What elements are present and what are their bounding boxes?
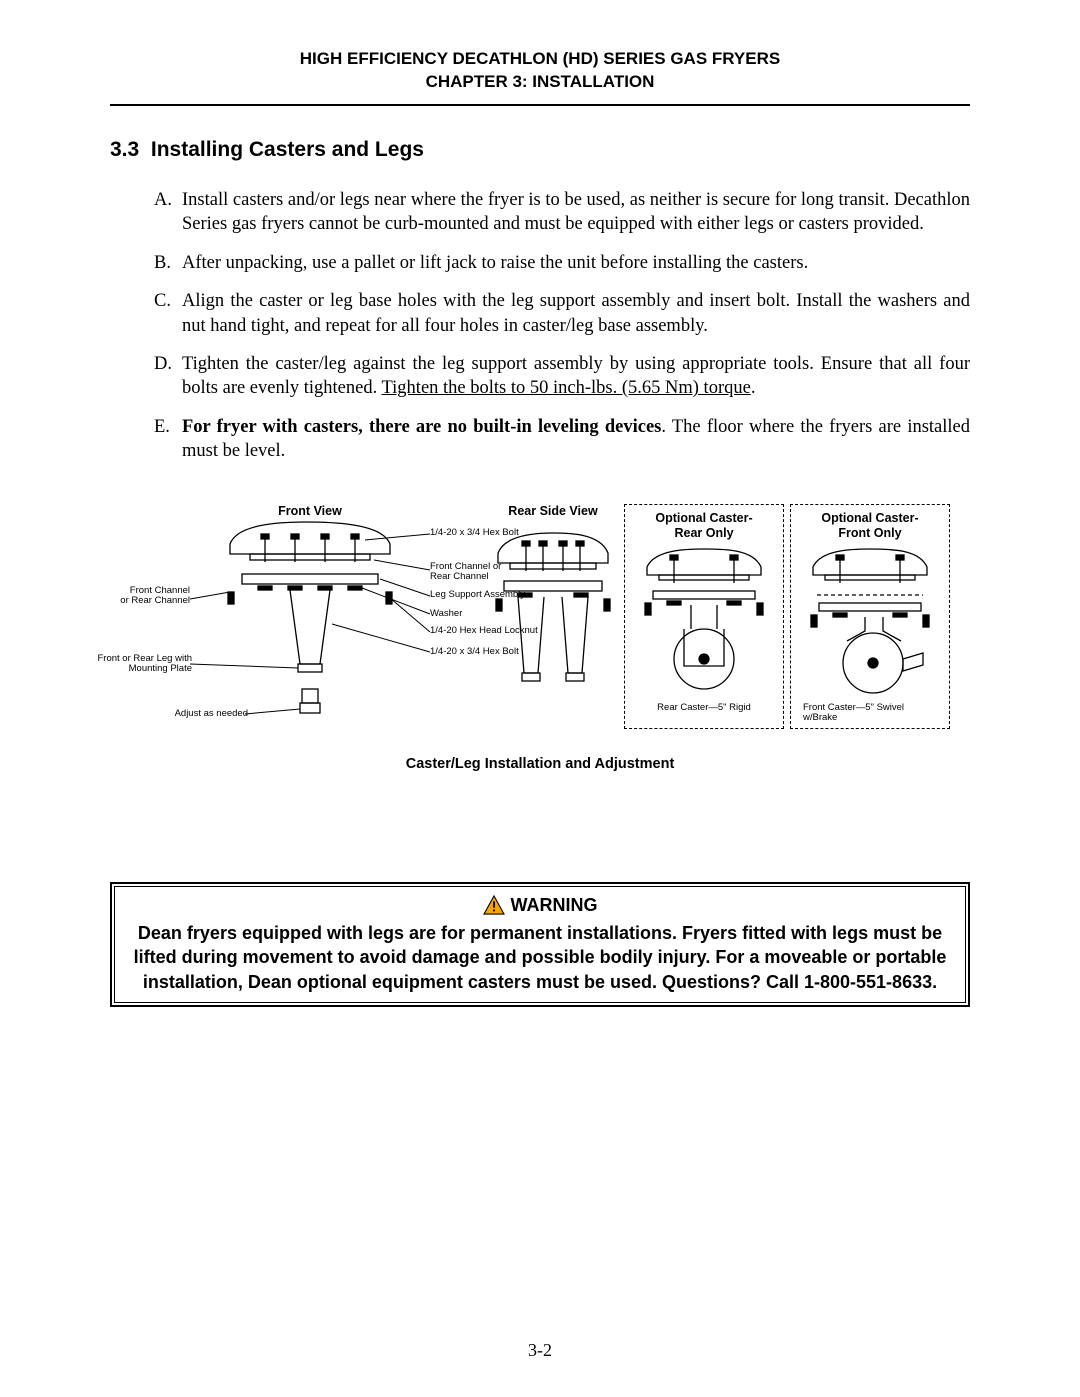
panel-title: Front View	[240, 504, 380, 519]
panel-title-line1: Optional Caster-	[795, 511, 945, 526]
warning-box: WARNING Dean fryers equipped with legs a…	[110, 882, 970, 1007]
label-rear-caster: Rear Caster—5" Rigid	[629, 703, 779, 713]
page: HIGH EFFICIENCY DECATHLON (HD) SERIES GA…	[0, 0, 1080, 1397]
warning-heading: WARNING	[483, 893, 598, 917]
panel-title-line1: Optional Caster-	[629, 511, 779, 526]
figure: Front View 1/4-20 x 3/4 Hex Bolt Front C…	[110, 504, 970, 772]
step-e: E. For fryer with casters, there are no …	[154, 415, 970, 464]
step-a: A. Install casters and/or legs near wher…	[154, 188, 970, 237]
step-text-post: .	[751, 378, 756, 398]
panel-rear-side-view: Rear Side View	[488, 504, 618, 723]
warning-heading-text: WARNING	[511, 893, 598, 917]
steps-list: A. Install casters and/or legs near wher…	[154, 188, 970, 464]
label-leg-mount: Front or Rear Leg with Mounting Plate	[82, 654, 192, 675]
header-rule	[110, 104, 970, 106]
page-number: 3-2	[0, 1340, 1080, 1361]
section-heading: Installing Casters and Legs	[151, 138, 424, 161]
step-marker: C.	[154, 289, 171, 313]
step-d: D. Tighten the caster/leg against the le…	[154, 352, 970, 401]
step-text: Install casters and/or legs near where t…	[182, 190, 970, 234]
panel-front-view: Front View 1/4-20 x 3/4 Hex Bolt Front C…	[130, 504, 482, 734]
warning-body: Dean fryers equipped with legs are for p…	[125, 921, 955, 994]
step-marker: E.	[154, 415, 170, 439]
panel-optional-caster-rear: Optional Caster- Rear Only	[624, 504, 784, 729]
figure-row: Front View 1/4-20 x 3/4 Hex Bolt Front C…	[110, 504, 970, 734]
warning-icon	[483, 895, 505, 915]
page-header: HIGH EFFICIENCY DECATHLON (HD) SERIES GA…	[110, 48, 970, 94]
label-adjust: Adjust as needed	[148, 709, 248, 719]
front-caster-diagram	[795, 541, 945, 701]
step-text: After unpacking, use a pallet or lift ja…	[182, 253, 808, 273]
step-text-bold: For fryer with casters, there are no bui…	[182, 417, 661, 437]
label-front-caster: Front Caster—5" Swivel w/Brake	[795, 703, 945, 724]
step-text: Align the caster or leg base holes with …	[182, 291, 970, 335]
rear-caster-diagram	[629, 541, 779, 701]
step-marker: A.	[154, 188, 172, 212]
panel-title: Rear Side View	[488, 504, 618, 519]
section-title: 3.3 Installing Casters and Legs	[110, 138, 970, 162]
header-line-1: HIGH EFFICIENCY DECATHLON (HD) SERIES GA…	[110, 48, 970, 71]
label-left-channel: Front Channel or Rear Channel	[90, 586, 190, 607]
panel-optional-caster-front: Optional Caster- Front Only	[790, 504, 950, 729]
header-line-2: CHAPTER 3: INSTALLATION	[110, 71, 970, 94]
step-marker: B.	[154, 251, 171, 275]
step-marker: D.	[154, 352, 172, 376]
section-number: 3.3	[110, 138, 139, 161]
rear-side-diagram	[488, 523, 618, 723]
step-text-underline: Tighten the bolts to 50 inch-lbs. (5.65 …	[382, 378, 751, 398]
figure-caption: Caster/Leg Installation and Adjustment	[110, 756, 970, 772]
panel-title-line2: Front Only	[795, 526, 945, 541]
warning-inner: WARNING Dean fryers equipped with legs a…	[114, 886, 966, 1003]
step-c: C. Align the caster or leg base holes wi…	[154, 289, 970, 338]
panel-title-line2: Rear Only	[629, 526, 779, 541]
step-b: B. After unpacking, use a pallet or lift…	[154, 251, 970, 275]
